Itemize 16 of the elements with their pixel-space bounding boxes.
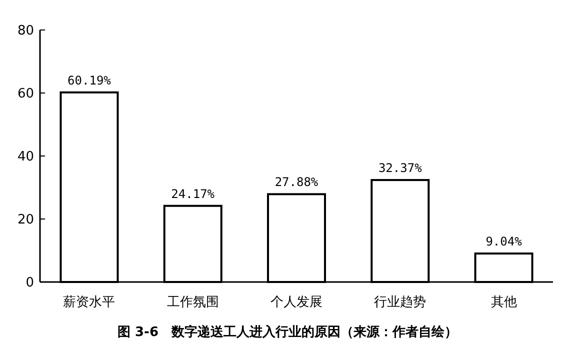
y-tick-label: 0 [26,276,34,291]
x-tick-label: 个人发展 [270,295,322,310]
data-label: 32.37% [378,161,423,176]
x-tick-label: 工作氛围 [166,295,219,310]
y-tick-label: 20 [17,212,34,228]
y-tick-label: 60 [17,86,34,102]
data-label: 27.88% [274,175,319,190]
y-tick-label: 40 [17,150,34,165]
x-tick-label: 其他 [490,295,517,310]
y-tick-label: 80 [17,24,34,39]
text: 图 3-6 数字递送工人进入行业的原因（来源：作者自绘） [117,324,458,340]
x-tick-label: 薪资水平 [63,295,116,310]
x-tick-label: 行业趋势 [374,295,426,310]
data-label: 24.17% [171,186,216,201]
data-label: 9.04% [486,234,523,249]
data-label: 60.19% [68,73,112,88]
